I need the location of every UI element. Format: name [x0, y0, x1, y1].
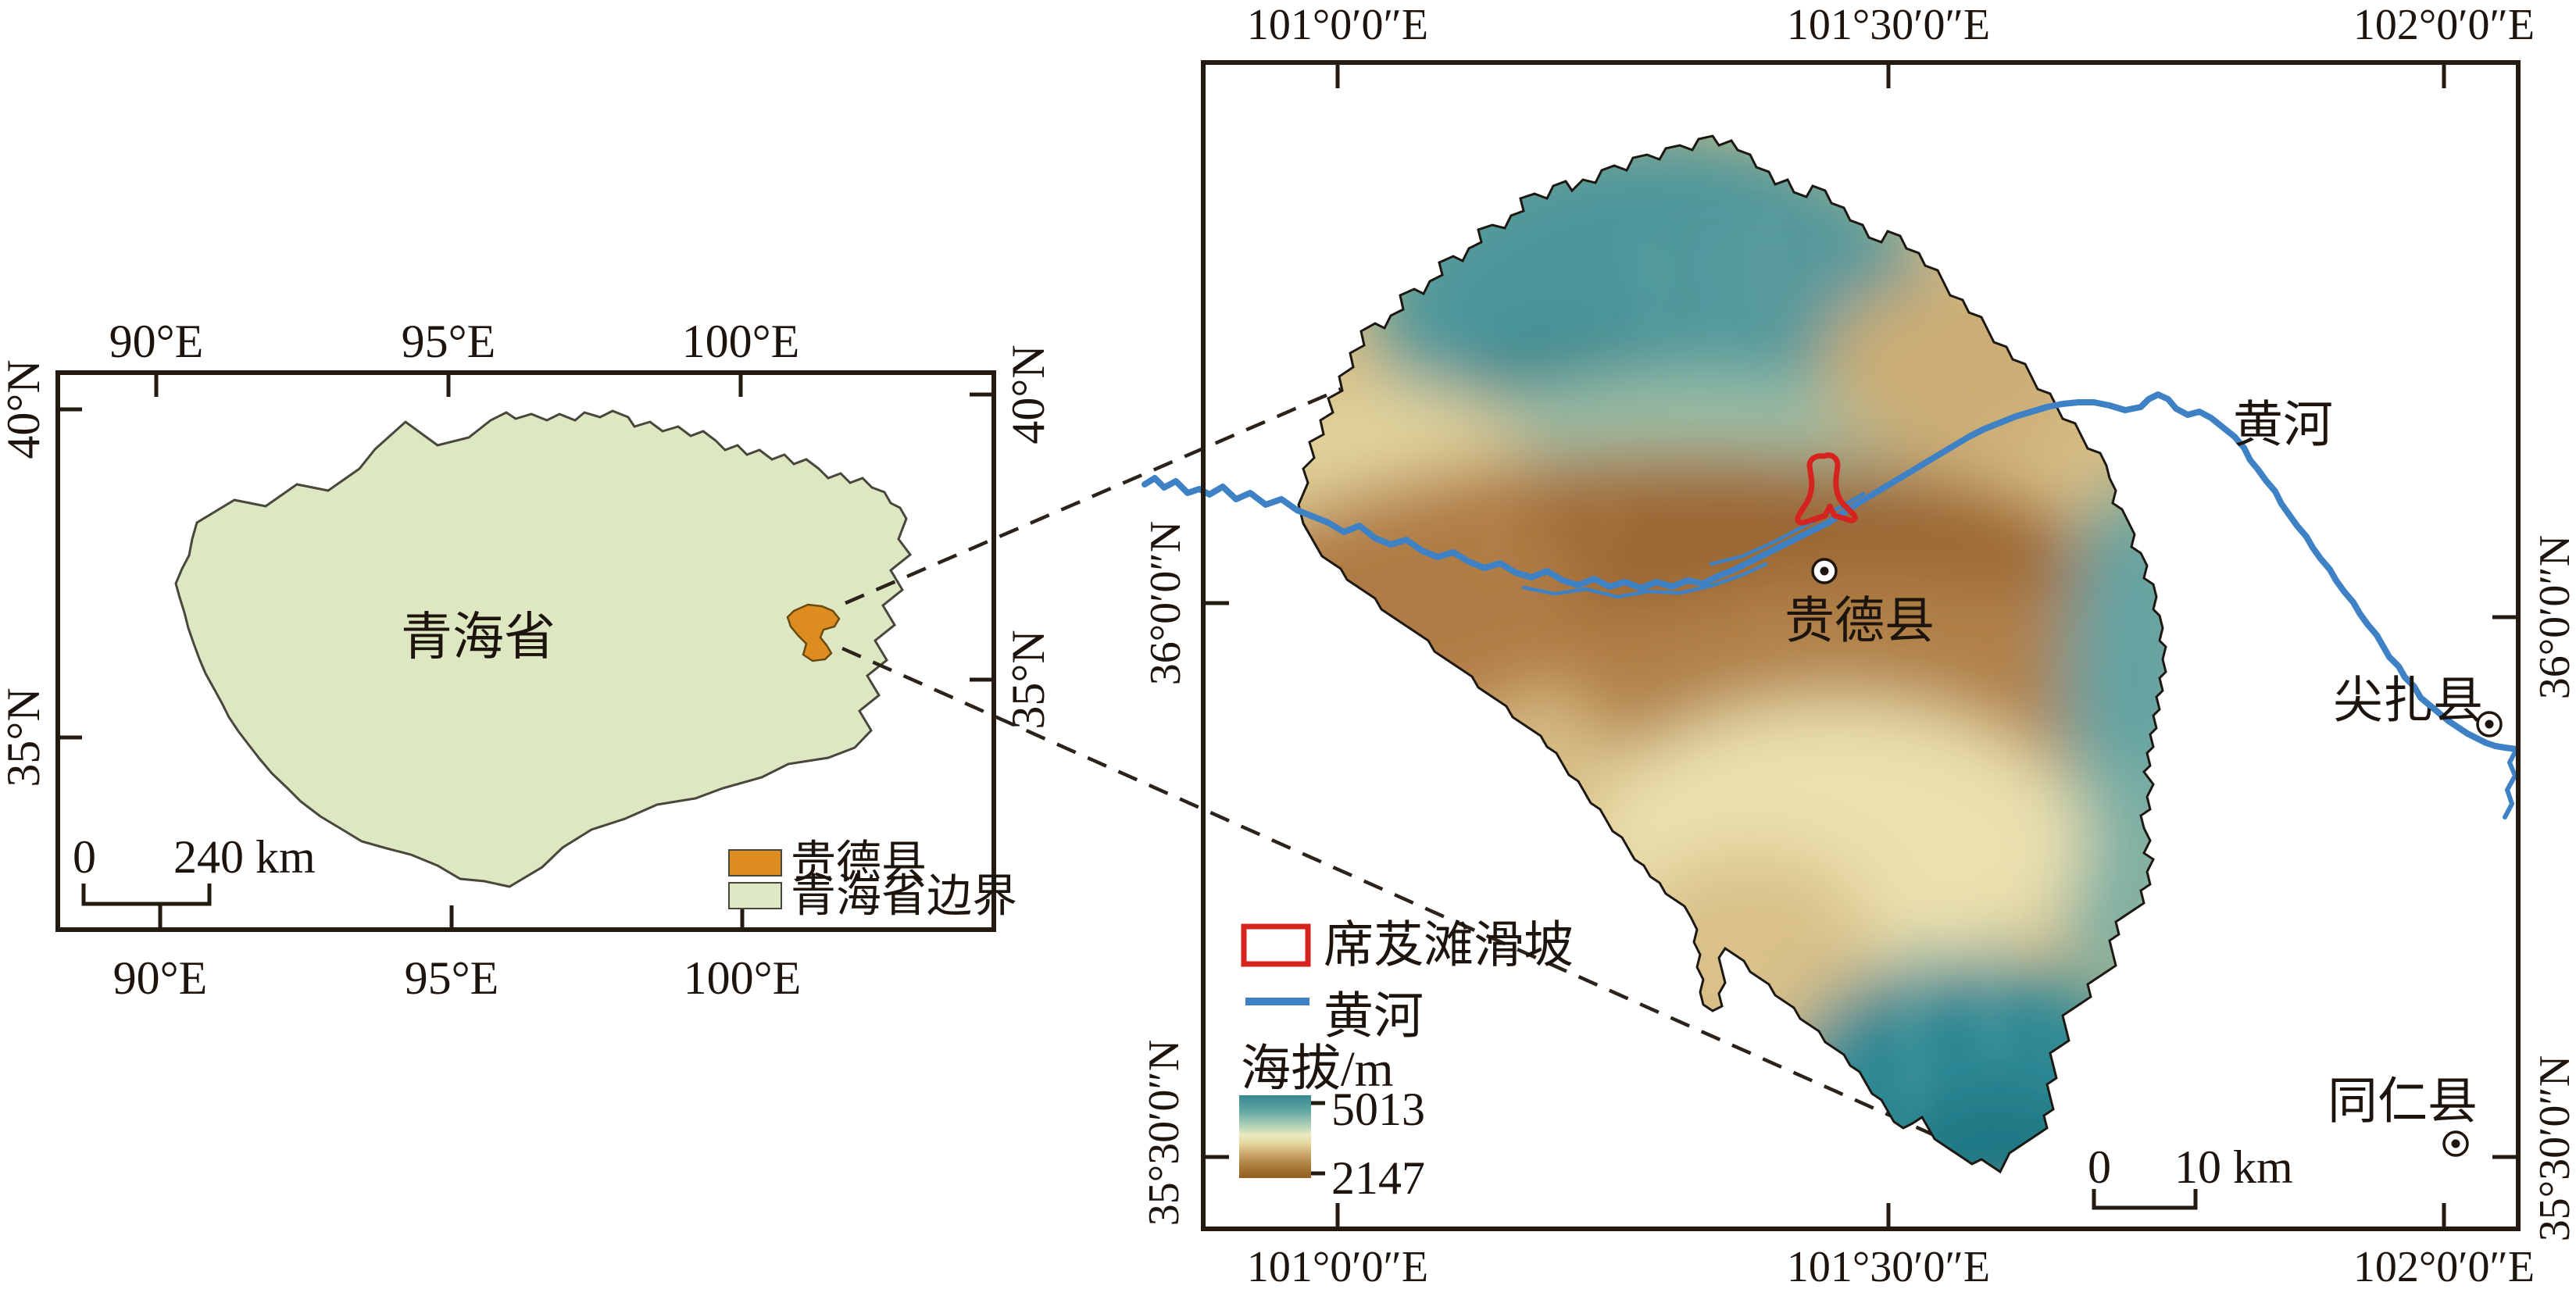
zoom-connector-upper — [845, 387, 1342, 605]
axis-label: 95°E — [402, 316, 496, 367]
jianzha-seat-marker — [2476, 711, 2503, 737]
guide-seat-marker — [1811, 558, 1838, 584]
legend-label-boundary: 青海省边界 — [791, 871, 1017, 922]
province-label: 青海省 — [401, 609, 556, 666]
legend-label-landslide: 席芨滩滑坡 — [1324, 918, 1574, 973]
axis-label: 100°E — [684, 952, 802, 1004]
axis-label: 100°E — [682, 316, 800, 367]
dem-valley-texture — [1481, 216, 2005, 1120]
axis-label: 35°N — [1002, 630, 1054, 729]
tongren-seat-marker — [2442, 1130, 2469, 1157]
scalebar-max: 10 km — [2174, 1141, 2293, 1193]
axis-label: 35°30′0″N — [1140, 1040, 1188, 1226]
label-yellow-river: 黄河 — [2233, 398, 2333, 453]
axis-label: 35°N — [0, 687, 49, 787]
overview-scalebar: 0 240 km — [73, 831, 316, 906]
axis-label: 102°0′0″E — [2353, 1243, 2535, 1289]
yellow-river-main — [1142, 391, 2520, 752]
detail-scalebar: 0 10 km — [2088, 1141, 2293, 1210]
axis-label: 90°E — [113, 952, 208, 1004]
scalebar-max: 240 km — [173, 831, 316, 883]
axis-label: 36°0′0″N — [2531, 535, 2576, 699]
axis-label: 101°30′0″E — [1787, 1, 1990, 49]
axis-label: 101°0′0″E — [1247, 1243, 1428, 1289]
guide-county-highlight — [786, 603, 841, 662]
axis-label: 90°E — [109, 316, 204, 367]
overview-map: 青海省 90°E 95°E 100°E 90°E 95°E 100°E 40°N… — [0, 316, 1054, 1004]
legend-swatch-landslide — [1241, 923, 1311, 967]
label-jianzha-county: 尖扎县 — [2333, 673, 2483, 729]
scalebar-bracket — [2092, 1189, 2198, 1210]
axis-label: 102°0′0″E — [2353, 1, 2535, 49]
scalebar-bracket — [81, 884, 212, 906]
legend-swatch-boundary — [728, 882, 782, 909]
legend-elevation-title: 海拔/m — [1241, 1041, 1394, 1097]
axis-label: 36°0′0″N — [1142, 521, 1190, 685]
zoom-connector-lower — [841, 646, 1968, 1152]
scalebar-zero: 0 — [73, 831, 96, 883]
legend-swatch-county — [728, 849, 782, 877]
qinghai-province-polygon — [174, 409, 913, 888]
axis-label: 95°E — [405, 952, 499, 1004]
label-tongren-county: 同仁县 — [2328, 1074, 2478, 1130]
legend-label-river: 黄河 — [1324, 989, 1424, 1044]
legend-label-county: 贵德县 — [791, 837, 927, 888]
axis-label: 40°N — [1002, 345, 1054, 444]
overview-frame — [55, 370, 996, 932]
detail-legend: 席芨滩滑坡 黄河 海拔/m 5013 2147 — [1239, 918, 1574, 1204]
axis-label: 101°0′0″E — [1247, 1, 1428, 49]
detail-frame — [1201, 60, 2521, 1231]
xijitan-landslide-outline — [1795, 452, 1858, 526]
label-guide-county: 贵德县 — [1785, 594, 1935, 649]
axis-label: 101°30′0″E — [1787, 1243, 1990, 1289]
legend-elevation-ramp — [1239, 1095, 1311, 1178]
yellow-river-braid — [1521, 562, 1768, 599]
axis-label: 40°N — [0, 359, 49, 459]
axis-label: 35°30′0″N — [2531, 1055, 2576, 1241]
yellow-river — [1142, 391, 2520, 819]
legend-elevation-max: 5013 — [1331, 1084, 1425, 1135]
yellow-river-tail — [2503, 747, 2519, 819]
scalebar-zero: 0 — [2088, 1141, 2111, 1193]
yellow-river-braid — [1709, 491, 1866, 566]
overview-legend: 贵德县 青海省边界 — [728, 837, 1017, 922]
detail-map: 黄河 贵德县 尖扎县 同仁县 101°0′0″E 101°30′0″E 102°… — [1140, 1, 2576, 1289]
legend-elevation-min: 2147 — [1331, 1152, 1425, 1204]
